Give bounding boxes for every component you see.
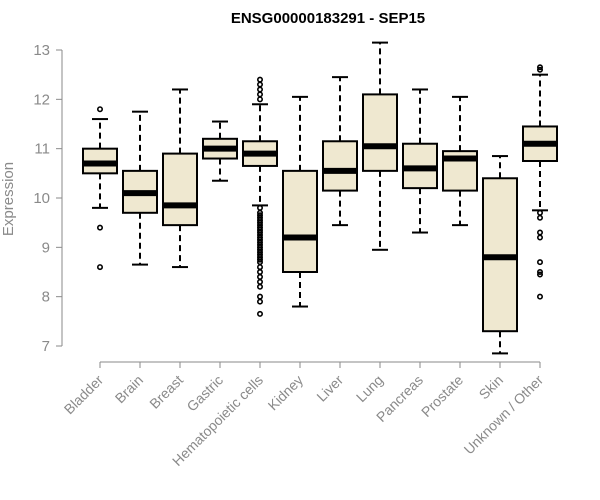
y-tick-label: 7 bbox=[42, 338, 50, 355]
outlier-point bbox=[536, 234, 543, 241]
outlier-point bbox=[256, 268, 263, 275]
outlier-point bbox=[97, 224, 104, 231]
iqr-box bbox=[162, 152, 198, 227]
iqr-box bbox=[362, 93, 398, 172]
outlier-point bbox=[256, 283, 263, 290]
x-tick-label: Prostate bbox=[418, 372, 466, 420]
box-liver bbox=[322, 76, 358, 227]
outlier-point bbox=[256, 76, 263, 83]
outlier-point bbox=[536, 259, 543, 266]
x-tick-label: Breast bbox=[146, 372, 186, 412]
outlier-point bbox=[536, 293, 543, 300]
outlier-point bbox=[536, 64, 543, 71]
box-prostate bbox=[442, 95, 478, 227]
outlier-point bbox=[256, 310, 263, 317]
x-tick-label: Brain bbox=[112, 372, 146, 406]
outlier-point bbox=[256, 86, 263, 93]
y-tick-label: 8 bbox=[42, 289, 50, 306]
chart-title: ENSG00000183291 - SEP15 bbox=[231, 10, 425, 27]
box-lung bbox=[362, 41, 398, 251]
box-hematopoietic-cells bbox=[242, 76, 278, 317]
outlier-point bbox=[256, 96, 263, 103]
box-breast bbox=[162, 88, 198, 269]
outlier-point bbox=[256, 264, 263, 271]
outlier-point bbox=[256, 278, 263, 285]
outlier-point bbox=[536, 209, 543, 216]
box-kidney bbox=[282, 95, 318, 308]
x-tick-label: Kidney bbox=[265, 372, 307, 414]
outlier-point bbox=[256, 298, 263, 305]
outlier-point bbox=[256, 256, 263, 263]
outlier-point bbox=[97, 106, 104, 113]
y-tick-label: 10 bbox=[33, 190, 50, 207]
outlier-point bbox=[256, 91, 263, 98]
y-axis-title: Expression bbox=[0, 162, 17, 236]
y-tick-label: 12 bbox=[33, 91, 50, 108]
outlier-point bbox=[536, 268, 543, 275]
iqr-box bbox=[322, 140, 358, 192]
outlier-point bbox=[536, 214, 543, 221]
x-tick-label: Skin bbox=[476, 372, 507, 403]
outlier-point bbox=[256, 293, 263, 300]
y-axis: 7 8 9 10 11 12 13 bbox=[33, 42, 63, 355]
box-pancreas bbox=[402, 88, 438, 234]
outlier-point bbox=[256, 81, 263, 88]
y-tick-label: 13 bbox=[33, 42, 50, 59]
outlier-point bbox=[536, 229, 543, 236]
x-tick-label: Liver bbox=[313, 372, 346, 405]
box-bladder bbox=[82, 106, 118, 271]
y-tick-label: 9 bbox=[42, 239, 50, 256]
x-tick-label: Lung bbox=[353, 372, 386, 405]
box-unknown-other bbox=[522, 64, 558, 300]
outlier-point bbox=[256, 273, 263, 280]
outlier-point bbox=[536, 66, 543, 73]
y-tick-label: 11 bbox=[34, 141, 50, 158]
outlier-point bbox=[97, 264, 104, 271]
iqr-box bbox=[282, 169, 318, 273]
x-tick-label: Bladder bbox=[61, 372, 107, 418]
outlier-point bbox=[536, 271, 543, 278]
box-gastric bbox=[202, 120, 238, 182]
box-series bbox=[82, 41, 558, 355]
box-brain bbox=[122, 110, 158, 266]
box-skin bbox=[482, 155, 518, 355]
outlier-point bbox=[256, 204, 263, 211]
